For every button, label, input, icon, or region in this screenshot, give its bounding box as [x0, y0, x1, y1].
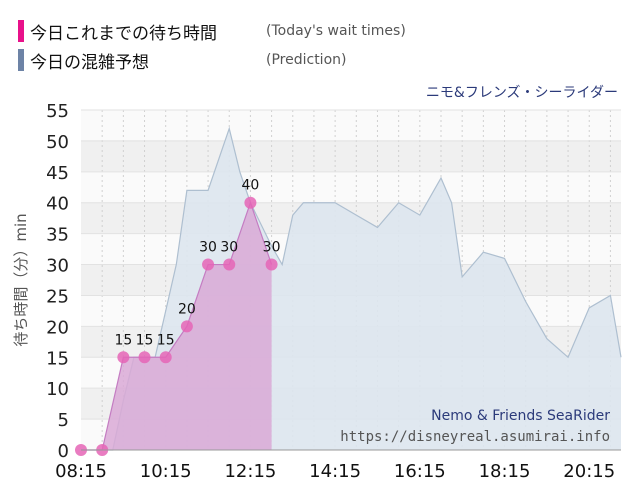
today-point: [117, 351, 130, 364]
legend-label-prediction: 今日の混雑予想: [30, 52, 149, 73]
y-tick-label: 30: [46, 256, 69, 277]
legend-swatch-today: [18, 20, 24, 42]
today-data-label: 40: [241, 178, 259, 194]
today-data-label: 20: [178, 301, 196, 317]
today-point: [180, 320, 193, 333]
legend-sublabel-today: (Today's wait times): [266, 23, 406, 39]
y-tick-label: 5: [58, 410, 69, 431]
today-data-label: 30: [220, 240, 238, 256]
today-data-label: 30: [199, 240, 217, 256]
today-data-label: 15: [136, 332, 154, 348]
attraction-title: ニモ&フレンズ・シーライダー: [425, 85, 618, 101]
today-point: [138, 351, 151, 364]
x-tick-label: 12:15: [224, 461, 276, 482]
today-data-label: 30: [263, 240, 281, 256]
y-tick-label: 0: [58, 441, 69, 462]
today-data-label: 15: [114, 332, 132, 348]
watermark-title: Nemo & Friends SeaRider: [431, 408, 610, 424]
y-tick-label: 10: [46, 379, 69, 400]
today-line: [81, 200, 273, 451]
grid-band: [81, 140, 621, 172]
y-tick-label: 20: [46, 317, 69, 338]
y-tick-label: 40: [46, 194, 69, 215]
legend-sublabel-prediction: (Prediction): [266, 52, 347, 68]
legend-item-prediction: 今日の混雑予想 (Prediction): [18, 49, 347, 73]
y-tick-label: 55: [46, 101, 69, 122]
today-point: [265, 258, 278, 271]
x-tick-label: 14:15: [309, 461, 361, 482]
x-tick-label: 18:15: [479, 461, 531, 482]
x-tick-label: 20:15: [563, 461, 615, 482]
today-point: [159, 351, 172, 364]
x-tick-label: 08:15: [55, 461, 107, 482]
legend-item-today: 今日これまでの待ち時間 (Today's wait times): [18, 20, 406, 44]
today-point: [244, 196, 257, 209]
y-tick-label: 25: [46, 286, 69, 307]
x-tick-label: 16:15: [394, 461, 446, 482]
y-tick-label: 45: [46, 163, 69, 184]
y-tick-label: 50: [46, 132, 69, 153]
y-tick-label: 15: [46, 348, 69, 369]
today-point: [202, 258, 215, 271]
x-tick-label: 10:15: [140, 461, 192, 482]
today-data-label: 15: [157, 332, 175, 348]
watermark-url: https://disneyreal.asumirai.info: [340, 429, 610, 445]
legend-swatch-prediction: [18, 49, 24, 71]
y-tick-label: 35: [46, 225, 69, 246]
legend-label-today: 今日これまでの待ち時間: [30, 23, 217, 44]
prediction-line: [81, 126, 622, 451]
today-point: [223, 258, 236, 271]
y-axis-label: 待ち時間（分）min: [12, 213, 30, 346]
